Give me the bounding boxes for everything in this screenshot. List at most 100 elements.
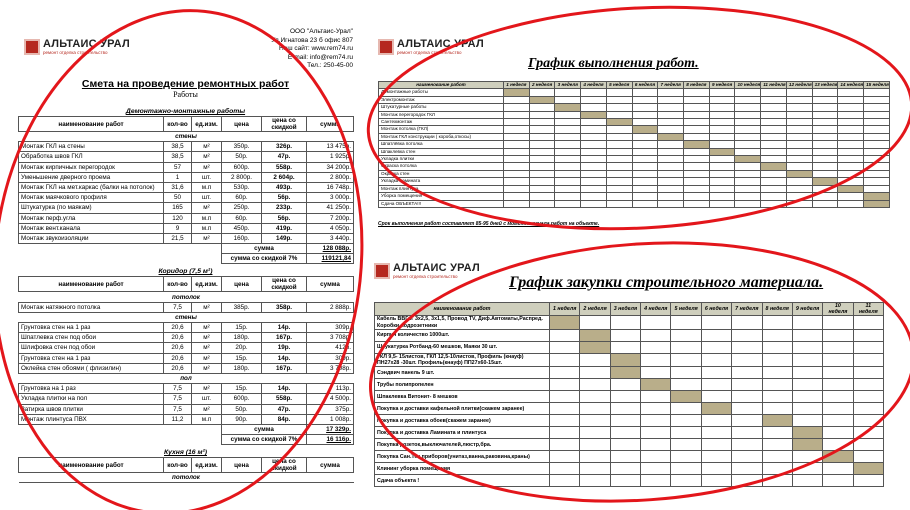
group-row: потолок: [18, 472, 354, 484]
cell: 9: [163, 222, 192, 234]
week-cell: [579, 450, 611, 464]
week-cell: [528, 192, 556, 201]
task-name: Покупка и доставки кафельной плитки(скаж…: [374, 402, 550, 416]
week-cell: [503, 155, 530, 164]
week-header: 9 неделя: [791, 301, 824, 317]
blank: [19, 424, 222, 434]
week-cell: [548, 426, 581, 440]
week-cell: [760, 95, 787, 105]
cell: 7 200р.: [306, 212, 354, 224]
cell: Монтаж ГКЛ на мет.каркас (балки на потол…: [18, 181, 164, 194]
week-cell: [657, 169, 685, 179]
week-cell: [837, 192, 865, 201]
task-row: Монтаж перегородок ГКЛ: [378, 110, 890, 120]
cell: 1 008р.: [306, 413, 354, 425]
week-cell: [548, 328, 581, 342]
week-cell: [683, 95, 710, 105]
week-cell: [670, 474, 702, 488]
cell: 385р.: [221, 301, 262, 313]
week-cell: [708, 132, 736, 142]
week-cell: [670, 378, 702, 392]
task-row: Сэндвич панель 9 шт.: [374, 366, 885, 380]
week-cell: [863, 155, 890, 164]
cell: 20р.: [221, 342, 262, 354]
column-header: кол-во: [163, 116, 192, 132]
cell: шт.: [191, 192, 222, 204]
item-row: Монтаж кирпичных перегородок 57 м² 600р. 558…: [18, 161, 354, 173]
week-cell: [548, 462, 581, 476]
cell: Монтаж ГКЛ на стены: [18, 141, 164, 153]
week-cell: [609, 328, 642, 342]
week-cell: [657, 177, 685, 186]
week-cell: [731, 328, 763, 342]
header-row: наименование работ кол-во ед.изм. цена цена …: [18, 276, 354, 293]
week-cell: [863, 118, 890, 127]
week-cell: [528, 140, 556, 149]
week-cell: [528, 177, 556, 186]
task-name: Монтаж плинтуса: [378, 184, 504, 194]
cell: 16 748р.: [306, 181, 354, 194]
week-cell: [785, 199, 813, 208]
column-header: ед.изм.: [191, 276, 222, 293]
item-row: Монтаж плинтуса ПВХ 11,2 м.п 90р. 84р. 1 008р…: [18, 413, 354, 425]
week-cell: [605, 147, 633, 157]
week-header: 15 неделя: [863, 80, 890, 90]
item-row: Грунтовка стен на 1 раз 20,6 м² 15р. 14р. 309…: [18, 352, 354, 364]
week-cell: [822, 438, 854, 452]
week-cell: [811, 147, 839, 157]
week-cell: [785, 95, 813, 105]
cell: Грунтовка на 1 раз: [18, 383, 164, 395]
cell: Монтаж натяжного потолка: [18, 301, 164, 313]
week-cell: [683, 169, 710, 179]
week-cell: [503, 95, 530, 105]
week-cell: [700, 390, 733, 404]
week-cell: [605, 184, 633, 194]
week-cell: [822, 414, 854, 428]
cell: Грунтовка стен на 1 раз: [18, 352, 164, 364]
week-cell: [548, 450, 581, 464]
week-cell: [708, 162, 736, 171]
week-cell: [631, 110, 659, 120]
column-header: наименование работ: [18, 457, 164, 474]
cell: м.п: [191, 181, 222, 194]
week-cell: [554, 125, 582, 134]
column-header: кол-во: [163, 276, 192, 293]
total-value: 128 088р.: [306, 243, 354, 255]
week-cell: [708, 125, 736, 134]
cell: 180р.: [221, 362, 262, 374]
week-cell: [640, 340, 672, 354]
item-row: Монтаж перф.угла 120 м.п 60р. 56р. 7 200р.: [18, 212, 354, 224]
week-cell: [528, 155, 556, 164]
week-cell: [609, 378, 642, 392]
week-cell: [734, 184, 762, 194]
week-cell: [852, 328, 885, 342]
week-cell: [554, 192, 582, 201]
week-cell: [580, 169, 607, 179]
logo: АЛЬТАИС УРАЛ ремонт отделка строительство: [24, 38, 130, 55]
week-cell: [734, 103, 762, 112]
week-cell: [554, 199, 582, 208]
logo-icon: [378, 38, 394, 55]
item-row: Затирка швов плитки 7,5 м² 50р. 47р. 375р.: [18, 403, 354, 415]
task-row: Трубы полипропелен: [374, 378, 885, 392]
week-cell: [640, 315, 672, 330]
week-cell: [863, 162, 890, 171]
active-week: [760, 162, 787, 171]
task-name: Укладка плитки: [378, 155, 504, 164]
week-cell: [605, 177, 633, 186]
week-cell: [580, 125, 607, 134]
week-cell: [708, 88, 736, 97]
week-cell: [700, 462, 733, 476]
week-cell: [670, 366, 702, 380]
task-name: Клининг уборка помещения: [374, 462, 550, 476]
week-header: 12 неделя: [785, 80, 813, 90]
cell: 600р.: [221, 393, 262, 405]
estimate-title: Смета на проведение ремонтных работ: [81, 78, 290, 90]
cell: 14р.: [261, 321, 307, 334]
week-cell: [503, 125, 530, 134]
week-cell: [579, 366, 611, 380]
week-cell: [837, 118, 865, 127]
estimate-table: наименование работ кол-во ед.изм. цена цена …: [18, 276, 354, 446]
week-cell: [657, 110, 685, 120]
cell: 167р.: [261, 362, 307, 374]
